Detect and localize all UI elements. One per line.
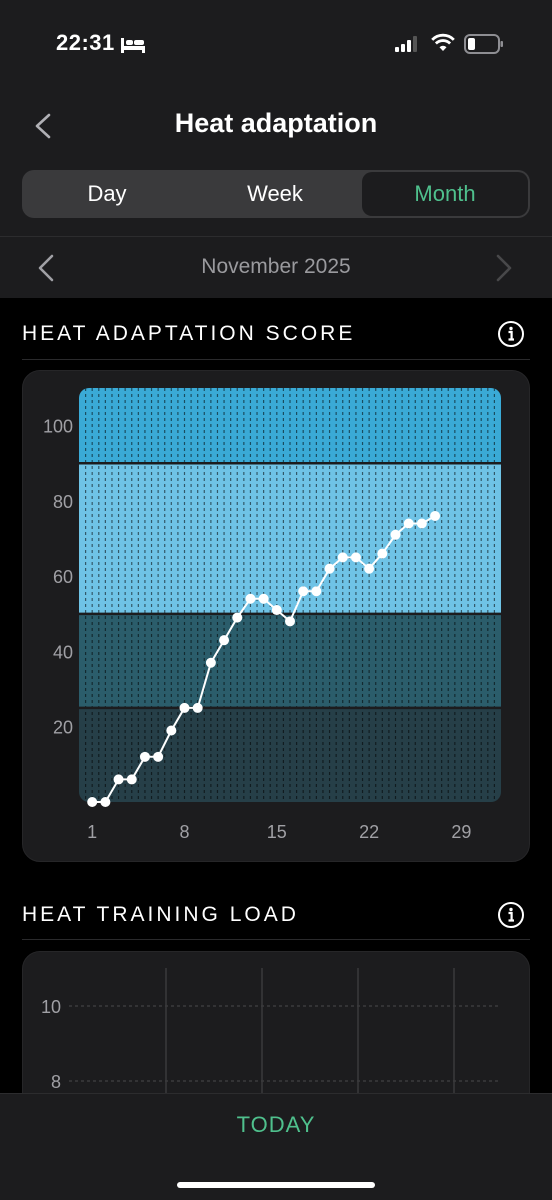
y-tick-label: 40: [53, 642, 73, 662]
data-point: [285, 616, 295, 627]
load-y-tick-label: 8: [51, 1072, 61, 1092]
x-tick-label: 15: [267, 822, 287, 842]
data-point: [139, 751, 150, 762]
load-y-tick-label: 10: [41, 997, 61, 1017]
data-point: [390, 529, 401, 540]
score-section-divider: [22, 359, 530, 360]
bottom-bar: TODAY: [0, 1093, 552, 1200]
x-tick-label: 8: [179, 822, 189, 842]
data-point: [377, 548, 388, 559]
data-point: [179, 702, 190, 713]
tab-month[interactable]: Month: [362, 172, 528, 216]
data-point: [219, 635, 230, 646]
y-tick-label: 100: [43, 417, 73, 437]
next-month-chevron-icon[interactable]: [492, 252, 516, 284]
status-time: 22:31: [56, 30, 115, 55]
load-section-divider: [22, 939, 530, 940]
x-tick-label: 22: [359, 822, 379, 842]
page-title: Heat adaptation: [174, 108, 378, 138]
data-point: [311, 586, 322, 597]
period-segmented-control: Day Week Month: [22, 170, 530, 218]
header: Heat adaptation Day Week Month: [0, 90, 552, 236]
data-point: [126, 774, 137, 785]
score-section-title: HEAT ADAPTATION SCORE: [22, 322, 356, 345]
data-point: [166, 725, 177, 736]
data-point: [364, 563, 375, 574]
bed-icon: [121, 38, 145, 53]
data-point: [271, 605, 282, 616]
x-tick-label: 1: [87, 822, 97, 842]
data-point: [258, 593, 269, 604]
data-point: [153, 751, 164, 762]
score-chart: 20 40 60 80 100 1 8 15 22 29: [43, 388, 501, 842]
data-point: [100, 797, 111, 807]
month-navigator: November 2025: [0, 236, 552, 298]
y-tick-label: 20: [53, 718, 73, 738]
x-tick-label: 29: [451, 822, 471, 842]
score-info-icon[interactable]: [497, 320, 525, 348]
y-tick-label: 80: [53, 492, 73, 512]
data-point: [192, 702, 203, 713]
data-point: [403, 518, 414, 529]
previous-month-chevron-icon[interactable]: [34, 252, 58, 284]
load-info-icon[interactable]: [497, 901, 525, 929]
battery-icon: [464, 34, 503, 54]
data-point: [205, 657, 216, 668]
wifi-icon: [431, 33, 455, 51]
back-chevron-icon[interactable]: [26, 108, 62, 144]
tab-day[interactable]: Day: [87, 181, 127, 206]
tab-week[interactable]: Week: [247, 181, 303, 206]
data-point: [416, 518, 427, 529]
status-bar: 22:31: [0, 0, 552, 90]
data-point: [113, 774, 124, 785]
data-point: [298, 586, 309, 597]
y-tick-label: 60: [53, 567, 73, 587]
data-point: [232, 612, 243, 623]
cellular-signal-icon: [395, 36, 417, 52]
data-point: [430, 510, 441, 521]
data-point: [337, 552, 348, 563]
data-point: [350, 552, 361, 563]
score-chart-card: 20 40 60 80 100 1 8 15 22 29: [22, 370, 530, 862]
home-indicator: [177, 1182, 375, 1188]
month-label: November 2025: [201, 255, 351, 278]
data-point: [245, 593, 256, 604]
data-point: [87, 797, 98, 807]
load-section-title: HEAT TRAINING LOAD: [22, 903, 299, 926]
data-point: [324, 563, 335, 574]
today-button[interactable]: TODAY: [236, 1112, 316, 1137]
plot-area: [79, 388, 501, 802]
